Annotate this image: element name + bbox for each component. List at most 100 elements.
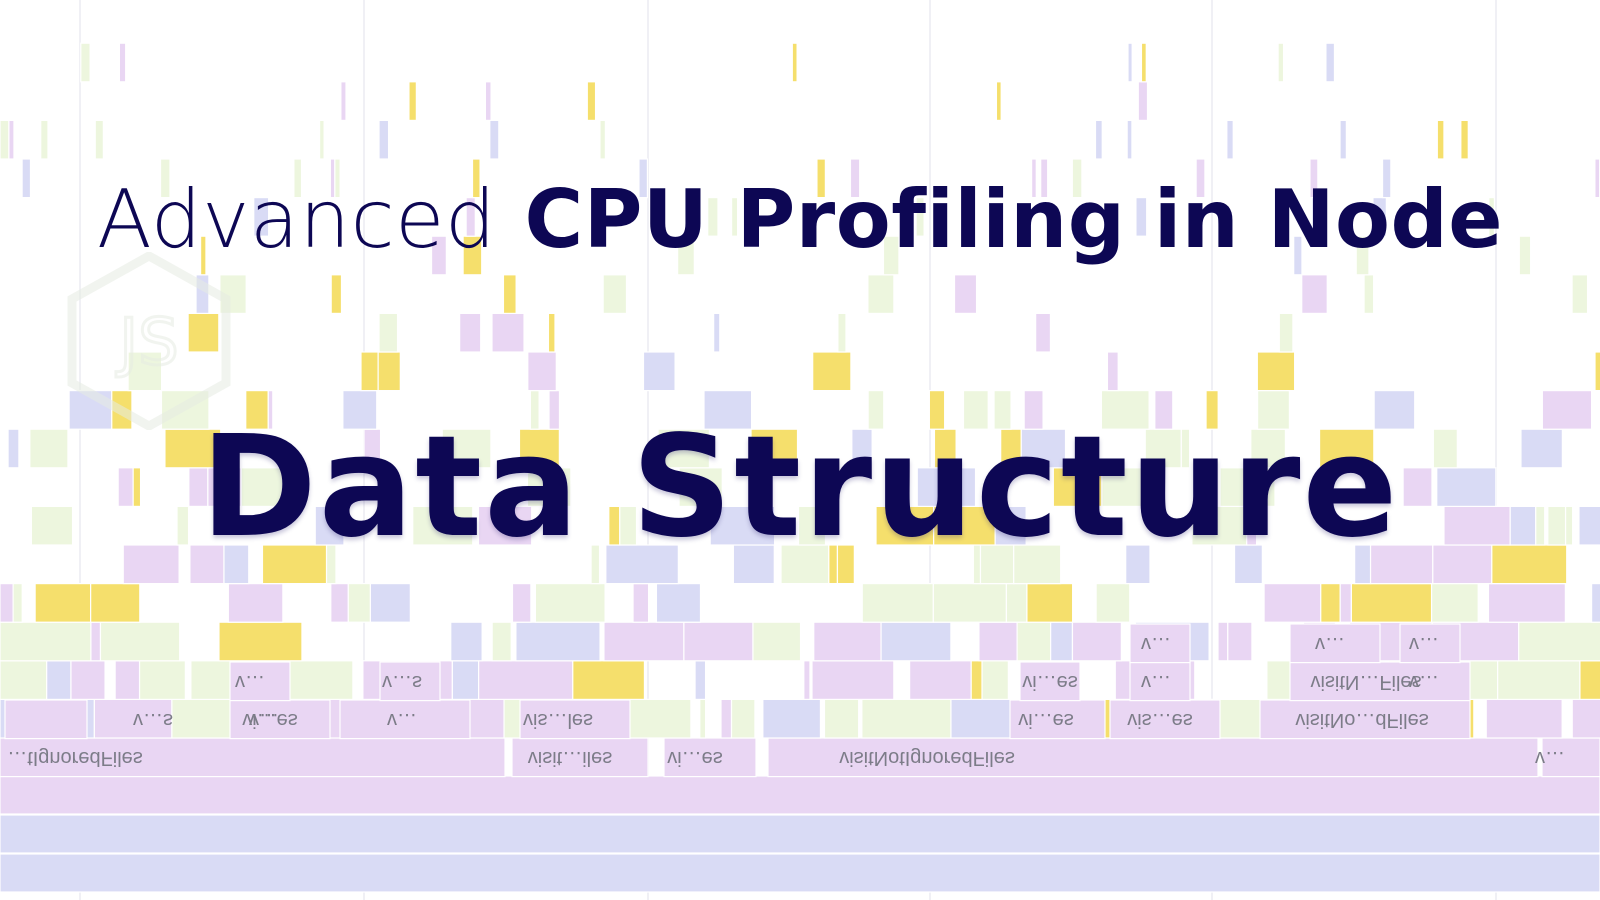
flame-frame	[713, 312, 721, 353]
flame-frame	[1195, 158, 1206, 199]
flame-frame	[619, 505, 638, 546]
flame-frame	[34, 582, 92, 623]
flame-frame	[1217, 621, 1229, 662]
flame-frame	[622, 698, 692, 739]
flame-frame	[330, 274, 343, 314]
flame-frame	[1250, 428, 1287, 469]
flame-frame	[599, 119, 606, 160]
flame-frame	[836, 544, 855, 585]
flame-frame	[1127, 42, 1133, 83]
flame-frame	[750, 428, 799, 469]
flame-frame	[823, 698, 860, 739]
flame-frame	[90, 582, 141, 623]
flame-frame	[933, 505, 996, 546]
flame-frame	[80, 42, 91, 83]
flame-frame	[1219, 467, 1276, 507]
flame-frame	[1373, 390, 1416, 430]
flame-frame	[0, 582, 14, 623]
flame-label: v…	[249, 709, 279, 731]
flame-frame	[1205, 390, 1219, 430]
flame-frame	[1541, 737, 1600, 778]
flame-frame	[94, 119, 104, 160]
flame-frame	[1180, 428, 1191, 469]
flame-frame	[1309, 158, 1319, 199]
flame-frame	[1320, 582, 1341, 623]
flame-frame	[491, 621, 512, 662]
flame-frame	[720, 698, 733, 739]
flame-frame	[0, 119, 10, 160]
flame-frame	[340, 81, 347, 122]
flame-frame	[1491, 544, 1568, 585]
flame-frame	[1432, 428, 1458, 469]
flame-frame	[547, 312, 556, 353]
flame-frame	[1259, 699, 1471, 740]
flame-frame	[703, 390, 753, 430]
flame-label: v…s	[382, 671, 422, 693]
flame-frame	[1256, 390, 1291, 430]
flame-frame	[314, 505, 345, 546]
flame-frame	[318, 119, 325, 160]
flame-frame	[502, 274, 517, 314]
flame-frame	[732, 544, 775, 585]
flame-frame	[953, 274, 978, 314]
flame-frame	[477, 505, 533, 546]
flame-frame	[1233, 544, 1263, 585]
flame-frame	[1443, 505, 1511, 546]
flame-label: v…	[1535, 747, 1565, 769]
flame-frame	[1289, 661, 1471, 702]
flame-frame	[995, 81, 1002, 122]
flame-label: v…	[1141, 671, 1171, 693]
flame-frame	[489, 119, 500, 160]
flame-frame	[1191, 505, 1248, 546]
subtitle: Data Structure	[200, 406, 1400, 569]
flame-frame	[519, 699, 631, 740]
flame-frame	[526, 467, 572, 507]
flame-frame	[369, 582, 411, 623]
flame-frame	[227, 582, 284, 623]
flame-frame	[915, 197, 925, 237]
flame-frame	[1541, 390, 1593, 430]
flame-frame	[0, 737, 506, 778]
flame-frame	[1355, 235, 1370, 276]
flame-frame	[603, 621, 685, 662]
flame-frame	[861, 698, 952, 739]
flame-frame	[1369, 544, 1434, 585]
flame-frame	[683, 621, 754, 662]
flame-frame	[752, 621, 802, 662]
flame-frame	[1040, 158, 1049, 199]
flame-frame	[1050, 621, 1074, 662]
flame-frame	[849, 158, 861, 199]
flame-frame	[928, 390, 946, 430]
flame-frame	[875, 505, 935, 546]
flame-frame	[118, 42, 127, 83]
flame-frame	[30, 505, 74, 546]
flame-frame	[981, 660, 1009, 700]
flame-frame	[29, 428, 69, 469]
flame-frame	[1094, 119, 1103, 160]
flame-frame	[1339, 119, 1347, 160]
flame-frame	[1100, 390, 1150, 430]
flame-frame	[632, 582, 650, 623]
flame-base-row	[0, 775, 1600, 815]
flame-frame	[8, 119, 15, 160]
flame-frame	[99, 621, 181, 662]
flame-frame	[932, 582, 1007, 623]
flame-frame	[534, 582, 606, 623]
flame-frame	[1460, 119, 1469, 160]
flame-frame	[114, 660, 141, 700]
flame-frame	[218, 621, 303, 662]
flame-frame	[122, 544, 180, 585]
flame-frame	[851, 428, 873, 469]
flame-frame	[164, 428, 222, 469]
flame-frame	[199, 235, 207, 276]
flame-frame	[882, 235, 900, 276]
flame-frame	[450, 621, 483, 662]
flame-label: vi…es	[667, 747, 723, 769]
flame-frame	[1497, 660, 1581, 700]
flame-frame	[638, 158, 649, 199]
flame-frame	[970, 660, 983, 700]
flame-label: v…	[1141, 633, 1171, 655]
flame-frame	[993, 390, 1012, 430]
